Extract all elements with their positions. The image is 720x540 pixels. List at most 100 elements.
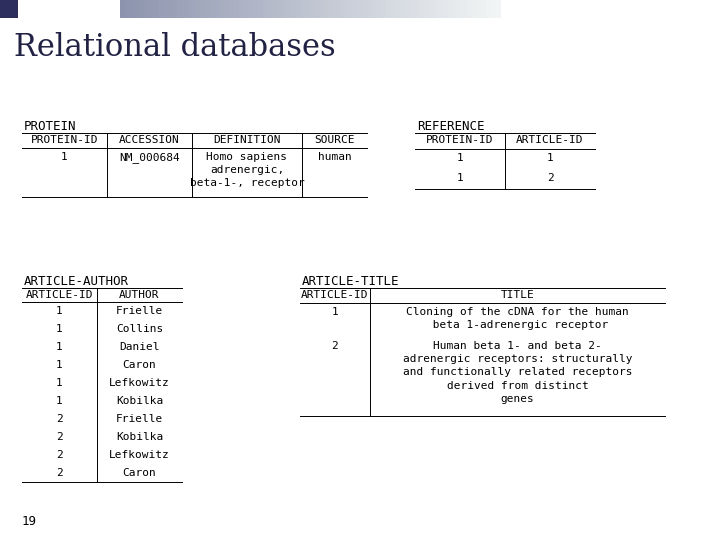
FancyBboxPatch shape	[267, 0, 272, 18]
FancyBboxPatch shape	[448, 0, 453, 18]
FancyBboxPatch shape	[300, 0, 306, 18]
Text: ARTICLE-ID: ARTICLE-ID	[516, 135, 584, 145]
FancyBboxPatch shape	[134, 0, 140, 18]
Text: ARTICLE-ID: ARTICLE-ID	[26, 290, 94, 300]
FancyBboxPatch shape	[158, 0, 163, 18]
Text: Kobilka: Kobilka	[116, 432, 163, 442]
FancyBboxPatch shape	[296, 0, 301, 18]
Text: 19: 19	[22, 515, 37, 528]
Text: 1: 1	[56, 396, 63, 406]
FancyBboxPatch shape	[452, 0, 458, 18]
Text: Relational databases: Relational databases	[14, 32, 336, 63]
FancyBboxPatch shape	[428, 0, 434, 18]
FancyBboxPatch shape	[395, 0, 401, 18]
FancyBboxPatch shape	[382, 0, 387, 18]
FancyBboxPatch shape	[334, 0, 339, 18]
FancyBboxPatch shape	[438, 0, 444, 18]
Text: 1: 1	[546, 153, 554, 163]
FancyBboxPatch shape	[400, 0, 405, 18]
FancyBboxPatch shape	[358, 0, 363, 18]
FancyBboxPatch shape	[210, 0, 215, 18]
Text: Caron: Caron	[122, 360, 156, 370]
Text: Kobilka: Kobilka	[116, 396, 163, 406]
FancyBboxPatch shape	[282, 0, 287, 18]
Text: REFERENCE: REFERENCE	[417, 120, 485, 133]
Text: 1: 1	[56, 306, 63, 316]
FancyBboxPatch shape	[372, 0, 377, 18]
FancyBboxPatch shape	[144, 0, 149, 18]
FancyBboxPatch shape	[353, 0, 358, 18]
FancyBboxPatch shape	[172, 0, 178, 18]
FancyBboxPatch shape	[125, 0, 130, 18]
Text: 1: 1	[56, 342, 63, 352]
Text: 2: 2	[56, 432, 63, 442]
Text: 1: 1	[332, 307, 338, 317]
Text: Human beta 1- and beta 2-
adrenergic receptors: structurally
and functionally re: Human beta 1- and beta 2- adrenergic rec…	[402, 341, 632, 404]
Text: ACCESSION: ACCESSION	[119, 135, 180, 145]
FancyBboxPatch shape	[415, 0, 420, 18]
FancyBboxPatch shape	[201, 0, 206, 18]
FancyBboxPatch shape	[287, 0, 292, 18]
FancyBboxPatch shape	[348, 0, 354, 18]
FancyBboxPatch shape	[258, 0, 263, 18]
FancyBboxPatch shape	[343, 0, 348, 18]
FancyBboxPatch shape	[391, 0, 396, 18]
FancyBboxPatch shape	[139, 0, 144, 18]
Text: 1: 1	[56, 324, 63, 334]
FancyBboxPatch shape	[486, 0, 491, 18]
FancyBboxPatch shape	[476, 0, 482, 18]
FancyBboxPatch shape	[291, 0, 296, 18]
FancyBboxPatch shape	[186, 0, 192, 18]
Text: PROTEIN-ID: PROTEIN-ID	[426, 135, 494, 145]
Text: 2: 2	[332, 341, 338, 351]
FancyBboxPatch shape	[433, 0, 438, 18]
Text: human: human	[318, 152, 351, 162]
FancyBboxPatch shape	[263, 0, 268, 18]
FancyBboxPatch shape	[243, 0, 248, 18]
Text: Frielle: Frielle	[116, 414, 163, 424]
FancyBboxPatch shape	[405, 0, 410, 18]
FancyBboxPatch shape	[248, 0, 253, 18]
Text: Daniel: Daniel	[120, 342, 160, 352]
FancyBboxPatch shape	[239, 0, 244, 18]
FancyBboxPatch shape	[229, 0, 235, 18]
FancyBboxPatch shape	[220, 0, 225, 18]
FancyBboxPatch shape	[276, 0, 282, 18]
FancyBboxPatch shape	[386, 0, 391, 18]
FancyBboxPatch shape	[338, 0, 343, 18]
Text: 1: 1	[56, 378, 63, 388]
FancyBboxPatch shape	[153, 0, 158, 18]
FancyBboxPatch shape	[472, 0, 477, 18]
Text: 2: 2	[56, 414, 63, 424]
FancyBboxPatch shape	[305, 0, 310, 18]
FancyBboxPatch shape	[163, 0, 168, 18]
FancyBboxPatch shape	[181, 0, 187, 18]
FancyBboxPatch shape	[467, 0, 472, 18]
Text: 1: 1	[61, 152, 68, 162]
FancyBboxPatch shape	[367, 0, 372, 18]
FancyBboxPatch shape	[205, 0, 211, 18]
Text: 2: 2	[56, 450, 63, 460]
FancyBboxPatch shape	[272, 0, 277, 18]
Text: DEFINITION: DEFINITION	[213, 135, 281, 145]
Text: ARTICLE-TITLE: ARTICLE-TITLE	[302, 275, 400, 288]
FancyBboxPatch shape	[481, 0, 486, 18]
FancyBboxPatch shape	[253, 0, 258, 18]
FancyBboxPatch shape	[177, 0, 182, 18]
FancyBboxPatch shape	[443, 0, 449, 18]
Text: Frielle: Frielle	[116, 306, 163, 316]
FancyBboxPatch shape	[130, 0, 135, 18]
Text: ARTICLE-AUTHOR: ARTICLE-AUTHOR	[24, 275, 129, 288]
Text: TITLE: TITLE	[500, 290, 534, 300]
FancyBboxPatch shape	[215, 0, 220, 18]
FancyBboxPatch shape	[120, 0, 125, 18]
FancyBboxPatch shape	[490, 0, 496, 18]
FancyBboxPatch shape	[424, 0, 429, 18]
FancyBboxPatch shape	[329, 0, 334, 18]
FancyBboxPatch shape	[0, 0, 18, 18]
FancyBboxPatch shape	[495, 0, 500, 18]
Text: Homo sapiens
adrenergic,
beta-1-, receptor: Homo sapiens adrenergic, beta-1-, recept…	[189, 152, 305, 188]
FancyBboxPatch shape	[362, 0, 367, 18]
Text: 1: 1	[456, 173, 464, 183]
Text: SOURCE: SOURCE	[314, 135, 355, 145]
